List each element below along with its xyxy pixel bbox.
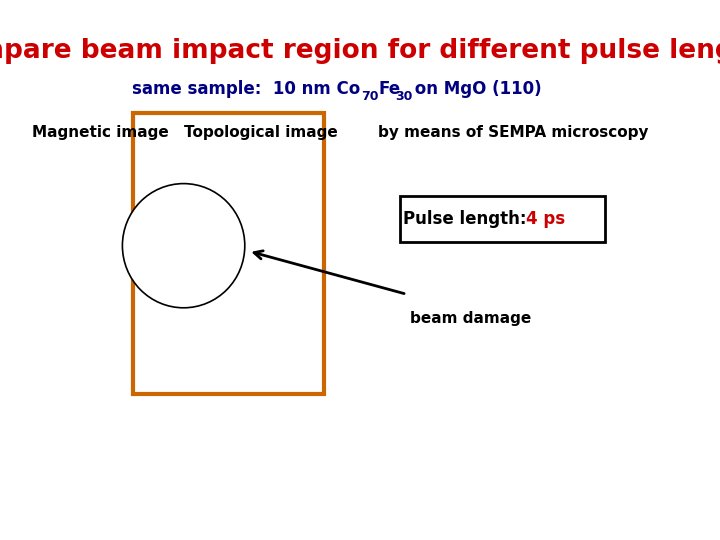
Text: beam damage: beam damage: [410, 310, 531, 326]
Text: 4 ps: 4 ps: [526, 210, 564, 228]
Text: Compare beam impact region for different pulse lengths: Compare beam impact region for different…: [0, 38, 720, 64]
Text: Pulse length:: Pulse length:: [403, 210, 533, 228]
Text: Magnetic image: Magnetic image: [32, 125, 169, 140]
Text: on MgO (110): on MgO (110): [409, 80, 541, 98]
FancyBboxPatch shape: [133, 113, 324, 394]
Text: Topological image: Topological image: [184, 125, 338, 140]
Text: 30: 30: [395, 90, 413, 103]
Text: by means of SEMPA microscopy: by means of SEMPA microscopy: [378, 125, 649, 140]
FancyBboxPatch shape: [400, 195, 605, 241]
Ellipse shape: [122, 184, 245, 308]
Text: same sample:  10 nm Co: same sample: 10 nm Co: [132, 80, 360, 98]
Text: 70: 70: [361, 90, 379, 103]
Text: Fe: Fe: [378, 80, 400, 98]
